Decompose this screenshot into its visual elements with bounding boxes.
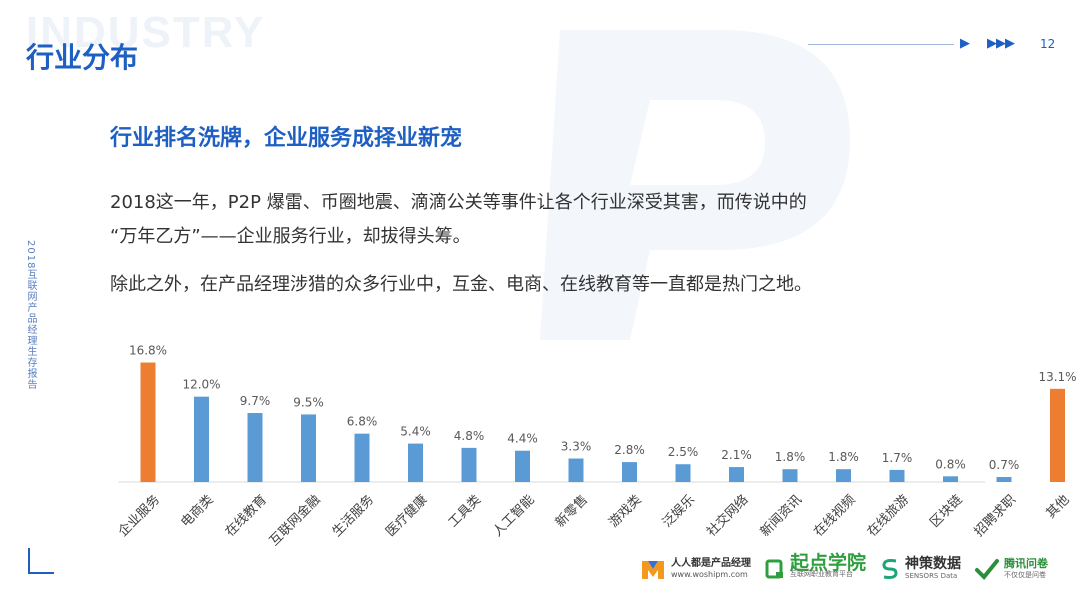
data-label-3: 9.5% (293, 395, 324, 409)
page-title: 行业分布 (26, 41, 139, 74)
intro-paragraph: 2018这一年，P2P 爆雷、币圈地震、滴滴公关等事件让各个行业深受其害，而传说… (110, 186, 807, 254)
corner-bracket-icon (28, 548, 54, 574)
paragraph-line-2: “万年乙方”——企业服务行业，却拔得头筹。 (110, 226, 471, 247)
data-label-8: 3.3% (561, 440, 592, 454)
qidian-mark-icon (765, 559, 783, 579)
data-label-13: 1.8% (828, 450, 859, 464)
category-label-1: 电商类 (178, 492, 216, 530)
bar-0 (140, 362, 156, 482)
data-label-2: 9.7% (240, 394, 271, 408)
bar-1 (194, 396, 209, 482)
tencent-survey-sub: 不仅仅是问卷 (1004, 570, 1047, 579)
arrow-triple-icon: ▶▶▶ (987, 36, 1015, 51)
bar-13 (836, 469, 851, 482)
bar-15 (943, 476, 958, 482)
sensors-name: 神策数据 (905, 555, 962, 572)
bar-11 (729, 467, 744, 482)
bar-17 (1050, 388, 1065, 482)
side-report-label: 2018互联网产品经理生存报告 (25, 240, 36, 391)
woshipm-logo: 人人都是产品经理 www.woshipm.com (640, 557, 751, 581)
category-label-15: 区块链 (927, 492, 965, 530)
data-label-17: 13.1% (1038, 370, 1076, 384)
category-label-5: 医疗健康 (382, 492, 430, 540)
bar-8 (568, 458, 584, 482)
qidian-sub: 互联网职业教育平台 (790, 570, 853, 578)
sensors-mark-icon (882, 559, 898, 579)
bar-14 (889, 469, 905, 482)
woshipm-mark-icon (642, 561, 664, 579)
data-label-0: 16.8% (129, 344, 167, 358)
data-label-15: 0.8% (935, 457, 966, 471)
category-label-11: 社交网络 (703, 492, 751, 540)
bar-2 (247, 413, 263, 482)
data-label-14: 1.7% (882, 451, 913, 465)
qidian-name: 起点学院 (790, 552, 867, 574)
header-divider (808, 44, 954, 45)
bar-7 (515, 450, 530, 482)
data-label-7: 4.4% (507, 432, 538, 446)
data-label-6: 4.8% (454, 429, 485, 443)
tencent-survey-logo: 腾讯问卷 不仅仅是问卷 (975, 556, 1049, 581)
woshipm-name: 人人都是产品经理 (671, 558, 751, 569)
woshipm-url: www.woshipm.com (671, 570, 748, 579)
sensors-logo: 神策数据 SENSORS Data (880, 557, 961, 582)
category-label-4: 生活服务 (329, 492, 377, 540)
sponsor-logos: 人人都是产品经理 www.woshipm.com 起点学院 互联网职业教育平台 … (640, 552, 1070, 586)
data-label-9: 2.8% (614, 443, 645, 457)
tencent-survey-name: 腾讯问卷 (1004, 556, 1049, 570)
category-label-12: 新闻资讯 (757, 492, 805, 540)
sensors-sub: SENSORS Data (905, 571, 958, 580)
category-label-3: 互联网金融 (266, 492, 323, 549)
data-label-1: 12.0% (182, 378, 220, 392)
data-label-10: 2.5% (668, 445, 699, 459)
bar-12 (782, 469, 798, 482)
category-label-10: 泛娱乐 (660, 492, 698, 530)
header-arrows-icon: ▶ ▶▶▶ (960, 36, 1015, 51)
data-label-12: 1.8% (775, 450, 806, 464)
paragraph-line-1: 2018这一年，P2P 爆雷、币圈地震、滴滴公关等事件让各个行业深受其害，而传说… (110, 192, 807, 213)
bar-4 (354, 433, 370, 482)
header-watermark: INDUSTRY (26, 8, 266, 57)
category-label-17: 其他 (1044, 492, 1073, 521)
bar-3 (301, 414, 316, 482)
tencent-survey-check-icon (975, 559, 1000, 580)
category-label-7: 人工智能 (490, 492, 537, 539)
category-label-2: 在线教育 (222, 492, 270, 540)
page-number: 12 (1040, 37, 1056, 51)
category-label-8: 新零售 (552, 492, 591, 531)
category-label-9: 游戏类 (606, 492, 644, 530)
category-label-14: 在线旅游 (865, 492, 912, 539)
bar-10 (675, 464, 691, 482)
data-label-16: 0.7% (989, 458, 1020, 472)
bar-9 (622, 462, 637, 482)
bar-5 (408, 443, 423, 482)
category-label-0: 企业服务 (115, 492, 163, 540)
data-label-11: 2.1% (721, 448, 752, 462)
category-label-6: 工具类 (446, 492, 484, 530)
summary-paragraph: 除此之外，在产品经理涉猎的众多行业中，互金、电商、在线教育等一直都是热门之地。 (110, 274, 812, 295)
qidian-logo: 起点学院 互联网职业教育平台 (765, 552, 867, 580)
category-label-16: 招聘求职 (972, 492, 1019, 539)
bar-6 (461, 447, 477, 482)
data-label-4: 6.8% (347, 415, 378, 429)
bar-16 (996, 477, 1012, 482)
category-label-13: 在线视频 (811, 492, 858, 539)
section-subtitle: 行业排名洗牌，企业服务成择业新宠 (110, 126, 463, 151)
data-label-5: 5.4% (400, 425, 431, 439)
arrow-single-icon: ▶ (960, 36, 970, 51)
